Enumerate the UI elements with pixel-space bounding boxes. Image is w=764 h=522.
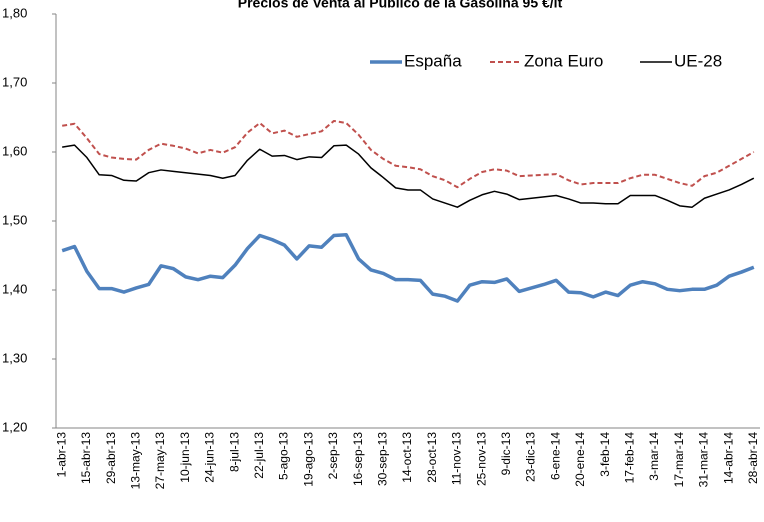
x-tick-label: 11-nov-13 [450,432,464,485]
y-tick-label: 1,40 [2,281,27,296]
x-tick-label: 17-feb-14 [622,432,636,484]
x-tick-label: 20-ene-14 [573,432,587,487]
x-tick-label: 15-abr-13 [79,432,93,484]
x-tick-label: 19-ago-13 [301,432,315,487]
x-tick-label: 28-abr-14 [746,432,760,484]
x-tick-label: 2-sep-13 [326,432,340,480]
x-tick-label: 22-jul-13 [252,432,266,479]
legend-label: UE-28 [674,51,722,70]
x-tick-label: 10-jun-13 [178,432,192,483]
x-tick-label: 3-feb-14 [598,432,612,477]
x-tick-label: 3-mar-14 [647,432,661,481]
x-tick-label: 14-oct-13 [400,432,414,483]
x-tick-label: 14-abr-14 [721,432,735,484]
series-line [62,144,755,208]
x-tick-label: 6-ene-14 [548,432,562,480]
y-tick-label: 1,50 [2,212,27,227]
series-line [61,233,755,303]
x-tick-label: 17-mar-14 [672,432,686,488]
x-tick-label: 23-dic-13 [524,432,538,482]
legend-label: España [404,51,462,70]
y-tick-label: 1,60 [2,143,27,158]
legend-label: Zona Euro [524,51,603,70]
x-tick-label: 1-abr-13 [54,432,68,478]
x-tick-label: 31-mar-14 [697,432,711,488]
x-tick-label: 25-nov-13 [474,432,488,486]
x-tick-label: 24-jun-13 [203,432,217,483]
x-tick-label: 29-abr-13 [104,432,118,484]
y-tick-label: 1,30 [2,350,27,365]
x-tick-label: 9-dic-13 [499,432,513,476]
y-tick-label: 1,80 [2,5,27,20]
x-tick-label: 16-sep-13 [351,432,365,486]
x-tick-label: 28-oct-13 [425,432,439,483]
x-tick-label: 8-jul-13 [227,432,241,472]
x-tick-label: 13-may-13 [128,432,142,490]
x-tick-label: 27-may-13 [153,432,167,490]
y-tick-label: 1,70 [2,74,27,89]
y-tick-label: 1,20 [2,419,27,434]
series-line [62,119,755,189]
x-tick-label: 5-ago-13 [277,432,291,480]
chart-title: Precios de Venta al Público de la Gasoli… [238,0,563,11]
x-tick-label: 30-sep-13 [375,432,389,486]
